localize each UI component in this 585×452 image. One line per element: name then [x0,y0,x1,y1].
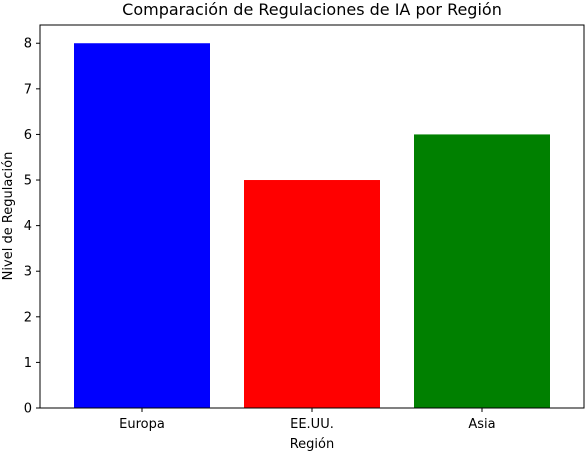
y-tick-label: 8 [24,37,32,52]
chart-title: Comparación de Regulaciones de IA por Re… [122,0,502,19]
bars-group [74,43,550,408]
y-tick-label: 0 [24,402,32,417]
y-tick-label: 3 [24,265,32,280]
bar-1 [244,180,380,408]
y-axis-label: Nivel de Regulación [1,152,16,281]
x-axis: Europa EE.UU. Asia [119,408,496,432]
y-tick-label: 4 [24,219,32,234]
bar-2 [414,134,550,408]
y-tick-label: 1 [24,356,32,371]
y-tick-label: 5 [24,174,32,189]
x-axis-label: Región [290,437,335,452]
y-tick-label: 2 [24,310,32,325]
bar-0 [74,43,210,408]
x-tick-label: EE.UU. [290,417,334,432]
y-tick-label: 7 [24,82,32,97]
y-axis: 0 1 2 3 4 5 6 7 8 [24,37,40,417]
x-tick-label: Europa [119,417,165,432]
y-tick-label: 6 [24,128,32,143]
x-tick-label: Asia [468,417,495,432]
